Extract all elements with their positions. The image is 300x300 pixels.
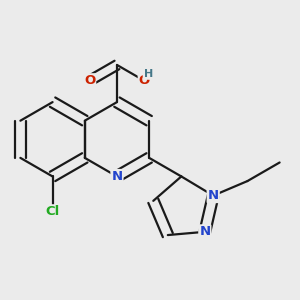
Text: N: N [199,225,210,238]
Text: Cl: Cl [46,205,60,218]
Text: N: N [111,170,122,183]
Text: H: H [144,69,153,79]
Text: O: O [139,74,150,87]
Text: O: O [84,74,95,87]
Text: N: N [208,189,219,202]
